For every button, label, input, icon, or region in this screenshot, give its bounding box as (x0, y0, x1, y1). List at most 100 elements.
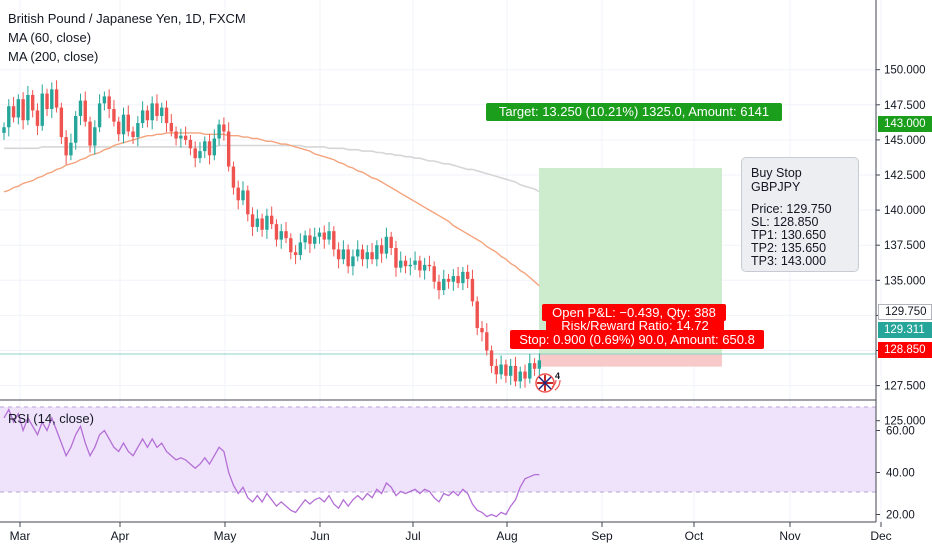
candle-body (360, 249, 365, 260)
candle-body (246, 190, 250, 215)
month-label: Aug (496, 529, 517, 543)
price-tick-label: 137.500 (884, 240, 926, 252)
candle-body (83, 100, 87, 122)
candle-body (336, 249, 341, 260)
candle-body (102, 96, 107, 104)
candle-body (518, 371, 522, 382)
events-badge[interactable]: 4 (535, 371, 561, 393)
candle-body (112, 109, 116, 122)
candle-body (532, 363, 537, 369)
order-info-title: Buy Stop GBPJPY (751, 166, 802, 194)
candle-body (389, 236, 393, 249)
candle-body (74, 116, 78, 143)
candle-body (260, 218, 264, 230)
last-price-tag: 129.311 (878, 322, 932, 338)
rsi-tick-label: 20.00 (886, 510, 915, 522)
candle-body (212, 138, 217, 156)
price-tick-label: 142.500 (884, 170, 926, 182)
candle-body (54, 89, 59, 108)
candle-body (7, 106, 11, 128)
candle-body (437, 281, 441, 291)
price-tick-label: 150.000 (884, 65, 926, 77)
candle-body (375, 245, 379, 260)
ma60-legend[interactable]: MA (60, close) (8, 30, 92, 45)
candle-body (432, 266, 436, 282)
stop-price-tag: 128.850 (878, 342, 932, 358)
candle-body (513, 365, 518, 382)
ma200-layer (4, 144, 540, 193)
candle-body (494, 365, 499, 375)
candle-body (284, 231, 288, 239)
candle-body (59, 107, 64, 138)
candle-body (365, 252, 369, 260)
ma200-line (4, 144, 540, 193)
rsi-legend[interactable]: RSI (14, close) (8, 411, 94, 426)
time-axis[interactable]: Mar Apr May Jun Jul Aug Sep Oct Nov Dec (10, 522, 892, 543)
month-label: Sep (591, 529, 613, 543)
candle-body (236, 187, 240, 201)
candle-body (231, 166, 236, 188)
candle-body (222, 124, 226, 132)
candle-body (274, 224, 279, 240)
candle-body (442, 278, 446, 291)
candle-body (475, 301, 479, 329)
order-info-price: Price: 129.750 (751, 202, 832, 216)
candle-body (155, 103, 159, 117)
candle-body (160, 107, 164, 117)
candle-body (78, 100, 83, 117)
candle-body (465, 271, 470, 279)
candle-body (370, 252, 374, 260)
month-label: Oct (685, 529, 704, 543)
candle-body (45, 93, 49, 110)
rsi-axis[interactable]: 60.00 40.00 20.00 (876, 426, 915, 522)
candle-body (303, 235, 307, 243)
candle-body (50, 89, 54, 110)
price-tick-label: 125.000 (884, 416, 926, 428)
price-tick-label: 147.500 (884, 100, 926, 112)
rsi-tick-label: 60.00 (886, 426, 915, 438)
candle-body (480, 328, 484, 333)
open-pl-label[interactable]: Open P&L: −0.439, Qty: 388 (542, 304, 726, 321)
candle-body (403, 260, 408, 267)
candle-body (293, 252, 298, 256)
candle-body (203, 141, 207, 152)
candle-body (394, 248, 398, 268)
candle-body (427, 264, 432, 267)
rsi-band (0, 407, 876, 492)
month-label: May (214, 529, 237, 543)
candle-body (279, 231, 283, 240)
candle-body (97, 103, 102, 128)
candle-body (207, 141, 212, 156)
price-tick-label: 127.500 (884, 381, 926, 393)
candle-body (174, 131, 178, 139)
candle-body (332, 231, 336, 250)
target-label[interactable]: Target: 13.250 (10.21%) 1325.0, Amount: … (486, 103, 782, 121)
candle-body (461, 271, 465, 284)
stop-label[interactable]: Stop: 0.900 (0.69%) 90.0, Amount: 650.8 (510, 330, 764, 349)
candle-body (69, 142, 73, 156)
candle-body (508, 365, 513, 376)
candle-body (255, 218, 260, 227)
candle-body (489, 350, 494, 366)
candle-body (451, 276, 456, 282)
loss-zone[interactable] (539, 354, 722, 367)
candle-body (183, 135, 188, 140)
risk-reward-label[interactable]: Risk/Reward Ratio: 14.72 (546, 317, 724, 334)
candle-body (16, 99, 21, 118)
rsi-line (3, 407, 540, 518)
candle-body (126, 114, 130, 132)
ma200-legend[interactable]: MA (200, close) (8, 49, 99, 64)
candle-body (399, 260, 403, 268)
order-info-box[interactable]: Buy Stop GBPJPY Price: 129.750 SL: 128.8… (741, 157, 859, 272)
candle-body (121, 114, 126, 135)
candle-body (193, 148, 197, 159)
candle-body (93, 127, 97, 146)
candle-body (341, 249, 346, 260)
symbol-title: British Pound / Japanese Yen, 1D, FXCM (8, 11, 246, 26)
order-info-tp3: TP3: 143.000 (751, 254, 827, 268)
price-tick-label: 135.000 (884, 275, 926, 287)
candle-body (413, 260, 417, 265)
candle-body (198, 151, 202, 159)
candle-body (21, 99, 25, 121)
